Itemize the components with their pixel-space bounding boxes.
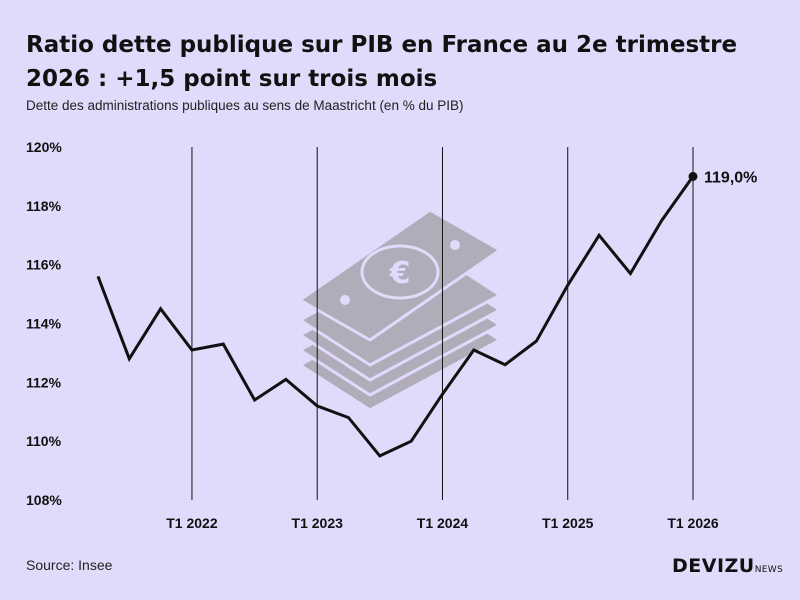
chart-subtitle: Dette des administrations publiques au s… <box>26 98 464 113</box>
y-tick-label: 120% <box>26 139 62 155</box>
y-tick-label: 108% <box>26 492 62 508</box>
brand-name: DEVIZU <box>672 555 755 577</box>
source-note: Source: Insee <box>26 557 113 573</box>
x-tick-label: T1 2024 <box>417 515 469 531</box>
y-tick-label: 118% <box>26 198 62 214</box>
y-axis-tick-labels: 120% 118% 116% 114% 112% 110% 108% <box>26 139 62 508</box>
last-value-label: 119,0% <box>704 169 757 186</box>
banknote-stack-icon: € <box>298 208 502 412</box>
y-tick-label: 110% <box>26 433 62 449</box>
chart-title: Ratio dette publique sur PIB en France a… <box>26 32 738 92</box>
svg-text:€: € <box>389 256 411 291</box>
last-value-label-layer: 119,0% <box>688 169 757 186</box>
series-line-layer <box>96 175 695 458</box>
vertical-gridlines <box>191 147 694 500</box>
brand-sub: NEWS <box>754 565 783 575</box>
y-tick-label: 116% <box>26 257 62 273</box>
x-axis-tick-labels: T1 2022 T1 2023 T1 2024 T1 2025 T1 2026 <box>166 515 719 531</box>
x-tick-label: T1 2023 <box>292 515 344 531</box>
y-tick-label: 114% <box>26 316 62 332</box>
brand-logo: DEVIZUNEWS <box>672 555 783 577</box>
x-tick-label: T1 2026 <box>667 515 719 531</box>
x-tick-label: T1 2025 <box>542 515 594 531</box>
last-point-marker <box>688 171 698 181</box>
y-tick-label: 112% <box>26 374 62 390</box>
x-tick-label: T1 2022 <box>166 515 218 531</box>
series-line <box>96 175 695 458</box>
